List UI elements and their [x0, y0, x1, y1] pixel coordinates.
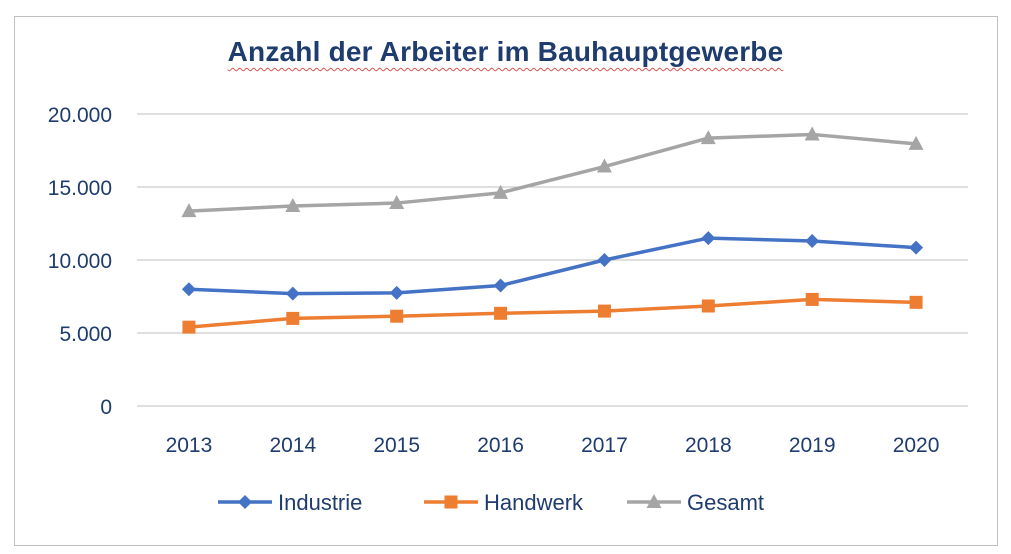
legend-marker-gesamt [646, 494, 662, 508]
data-point-industrie [701, 231, 716, 246]
series-line-handwerk [187, 297, 918, 329]
legend-marker-handwerk [444, 495, 458, 509]
data-point-handwerk [286, 311, 300, 325]
legend: Industrie Handwerk Gesamt [218, 490, 764, 515]
data-point-gesamt [285, 197, 301, 212]
x-tick-label: 2016 [477, 434, 524, 457]
chart-frame [14, 16, 998, 546]
data-point-gesamt [700, 130, 716, 145]
x-tick-label: 2017 [581, 434, 628, 457]
data-point-gesamt [804, 126, 820, 141]
y-tick-label: 0 [100, 396, 112, 419]
x-axis-tick-labels: 2013 2014 2015 2016 2017 2018 2019 2020 [166, 434, 940, 457]
data-point-handwerk [597, 304, 611, 318]
legend-label-handwerk: Handwerk [484, 490, 584, 515]
legend-marker-industrie [238, 495, 252, 509]
x-tick-label: 2020 [893, 434, 940, 457]
x-tick-label: 2013 [166, 434, 213, 457]
chart-title: Anzahl der Arbeiter im Bauhauptgewerbe [227, 36, 784, 67]
x-tick-label: 2014 [269, 434, 316, 457]
data-point-handwerk [701, 299, 715, 313]
data-point-industrie [285, 286, 300, 301]
x-tick-label: 2015 [373, 434, 420, 457]
gridlines [137, 113, 968, 407]
y-tick-label: 10.000 [48, 250, 112, 273]
y-tick-label: 5.000 [59, 323, 112, 346]
data-point-handwerk [494, 306, 508, 320]
data-point-industrie [597, 253, 612, 267]
data-point-handwerk [909, 295, 923, 309]
data-point-industrie [493, 278, 508, 293]
data-point-industrie [909, 240, 924, 255]
data-point-industrie [805, 234, 820, 249]
data-point-gesamt [181, 203, 197, 218]
legend-label-gesamt: Gesamt [687, 490, 764, 515]
x-tick-label: 2018 [685, 434, 732, 457]
data-point-industrie [389, 285, 404, 300]
data-point-gesamt [493, 184, 509, 199]
data-point-handwerk [805, 292, 819, 306]
series-line-industrie [187, 236, 918, 296]
data-point-handwerk [182, 320, 196, 334]
y-tick-label: 20.000 [48, 104, 112, 127]
data-point-gesamt [908, 135, 924, 150]
series-markers [181, 126, 924, 334]
data-point-industrie [181, 282, 196, 297]
y-axis-tick-labels: 0 5.000 10.000 15.000 20.000 [48, 104, 112, 419]
legend-label-industrie: Industrie [278, 490, 362, 515]
data-point-gesamt [389, 195, 405, 210]
x-tick-label: 2019 [789, 434, 836, 457]
data-point-gesamt [596, 158, 612, 173]
y-tick-label: 15.000 [48, 177, 112, 200]
data-point-handwerk [390, 309, 404, 323]
series-line-gesamt [187, 132, 918, 213]
series-lines [187, 132, 918, 329]
